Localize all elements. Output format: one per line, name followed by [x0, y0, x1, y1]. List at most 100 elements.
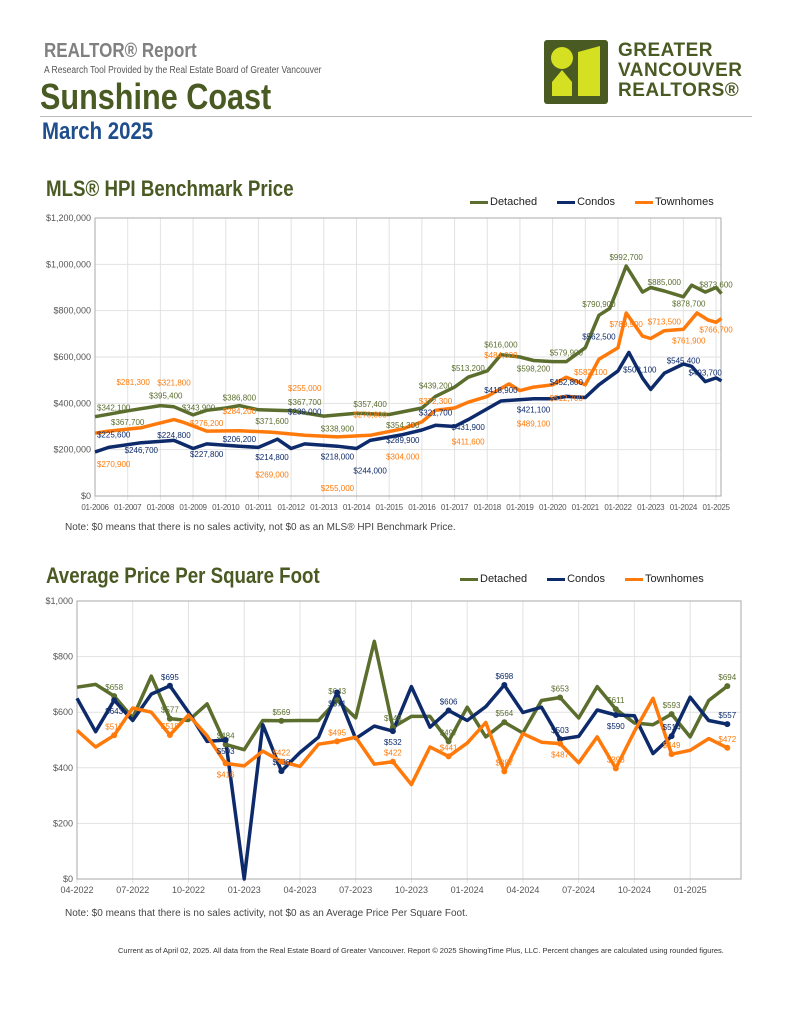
- data-point: [612, 711, 619, 718]
- x-tick-label: 01-2008: [147, 503, 175, 512]
- data-label: $276,200: [190, 419, 224, 428]
- data-label: $304,000: [386, 453, 420, 462]
- data-point: [111, 732, 118, 739]
- x-tick-label: 01-2009: [179, 503, 207, 512]
- x-tick-label: 01-2016: [408, 503, 436, 512]
- y-tick-label: $600: [53, 707, 73, 717]
- series-line-townhomes: [94, 311, 723, 439]
- data-label: $495: [328, 728, 346, 737]
- series-line-townhomes: [75, 696, 729, 787]
- data-point: [278, 768, 285, 775]
- data-label: $342,100: [97, 404, 131, 413]
- x-tick-label: 04-2024: [506, 885, 539, 895]
- data-label: $431,900: [452, 423, 486, 432]
- data-point: [501, 681, 508, 688]
- data-label: $255,000: [288, 384, 322, 393]
- data-point: [501, 768, 508, 775]
- data-point: [668, 711, 675, 718]
- logo-text: GREATER VANCOUVER REALTORS®: [618, 41, 743, 101]
- data-label: $514: [663, 723, 681, 732]
- data-point: [222, 741, 229, 748]
- legend-item-townhomes: Townhomes: [635, 196, 714, 209]
- data-label: $590: [607, 722, 625, 731]
- data-label: $517: [105, 722, 123, 731]
- report-subtitle: A Research Tool Provided by the Real Est…: [44, 65, 322, 76]
- x-tick-label: 01-2018: [474, 503, 502, 512]
- x-tick-label: 10-2022: [172, 885, 205, 895]
- report-month: March 2025: [42, 118, 154, 145]
- data-label: $698: [495, 672, 513, 681]
- data-label: $372,300: [419, 397, 453, 406]
- gvr-logo: GREATER VANCOUVER REALTORS®: [544, 40, 754, 104]
- data-label: $658: [105, 683, 123, 692]
- chart-title-hpi: MLS® HPI Benchmark Price: [46, 176, 294, 201]
- data-point: [445, 753, 452, 760]
- data-point: [334, 738, 341, 745]
- data-point: [557, 736, 564, 743]
- footer: Current as of April 02, 2025. All data f…: [118, 946, 724, 955]
- x-tick-label: 07-2023: [339, 885, 372, 895]
- x-tick-label: 01-2025: [702, 503, 730, 512]
- logo-mark-icon: [544, 40, 608, 104]
- data-label: $472: [718, 735, 736, 744]
- data-label: $484: [217, 731, 235, 740]
- data-point: [724, 683, 731, 690]
- series-line-detached: [76, 639, 729, 752]
- data-point: [334, 689, 341, 696]
- data-point: [278, 717, 285, 724]
- x-tick-label: 10-2024: [618, 885, 651, 895]
- data-label: $284,200: [223, 407, 257, 416]
- data-label: $395,400: [149, 391, 183, 400]
- data-label: $441: [440, 743, 458, 752]
- data-point: [334, 697, 341, 704]
- data-label: $398: [607, 755, 625, 764]
- legend-item-detached: Detached: [470, 196, 537, 209]
- data-label: $790,900: [582, 300, 616, 309]
- x-tick-label: 04-2023: [283, 885, 316, 895]
- data-point: [724, 744, 731, 751]
- data-label: $992,700: [609, 253, 643, 262]
- data-label: $422: [272, 749, 290, 758]
- data-label: $449: [663, 741, 681, 750]
- data-label: $695: [161, 673, 179, 682]
- data-point: [501, 719, 508, 726]
- x-tick-label: 01-2021: [572, 503, 600, 512]
- y-tick-label: $400: [53, 763, 73, 773]
- data-label: $487: [551, 751, 569, 760]
- data-label: $564: [495, 709, 513, 718]
- x-tick-label: 07-2022: [116, 885, 149, 895]
- data-label: $545,400: [667, 357, 701, 366]
- x-tick-label: 01-2023: [228, 885, 261, 895]
- data-label: $593: [663, 701, 681, 710]
- data-label: $569: [272, 708, 290, 717]
- data-label: $532: [384, 738, 402, 747]
- data-label: $761,900: [672, 336, 706, 345]
- data-label: $518: [161, 722, 179, 731]
- data-label: $503: [551, 726, 569, 735]
- y-tick-label: $600,000: [53, 352, 91, 362]
- data-label: $497: [440, 728, 458, 737]
- data-point: [445, 738, 452, 745]
- data-label: $611: [607, 696, 625, 705]
- data-point: [111, 693, 118, 700]
- data-label: $218,000: [321, 452, 355, 461]
- logo-line: GREATER: [618, 40, 713, 61]
- data-point: [389, 758, 396, 765]
- data-point: [111, 697, 118, 704]
- data-label: $598,200: [517, 364, 551, 373]
- data-label: $766,700: [699, 325, 733, 334]
- data-label: $206,200: [223, 435, 257, 444]
- data-point: [222, 760, 229, 767]
- y-tick-label: $400,000: [53, 398, 91, 408]
- plot-frame: [76, 600, 742, 880]
- data-label: $214,800: [255, 453, 289, 462]
- legend-item-detached: Detached: [460, 573, 527, 586]
- note-ppsf: Note: $0 means that there is no sales ac…: [65, 908, 468, 919]
- data-point: [557, 740, 564, 747]
- data-label: $418,900: [484, 386, 518, 395]
- data-label: $227,800: [190, 450, 224, 459]
- x-tick-label: 01-2010: [212, 503, 240, 512]
- data-label: $289,900: [386, 436, 420, 445]
- data-label: $885,000: [648, 278, 682, 287]
- y-tick-label: $800,000: [53, 306, 91, 316]
